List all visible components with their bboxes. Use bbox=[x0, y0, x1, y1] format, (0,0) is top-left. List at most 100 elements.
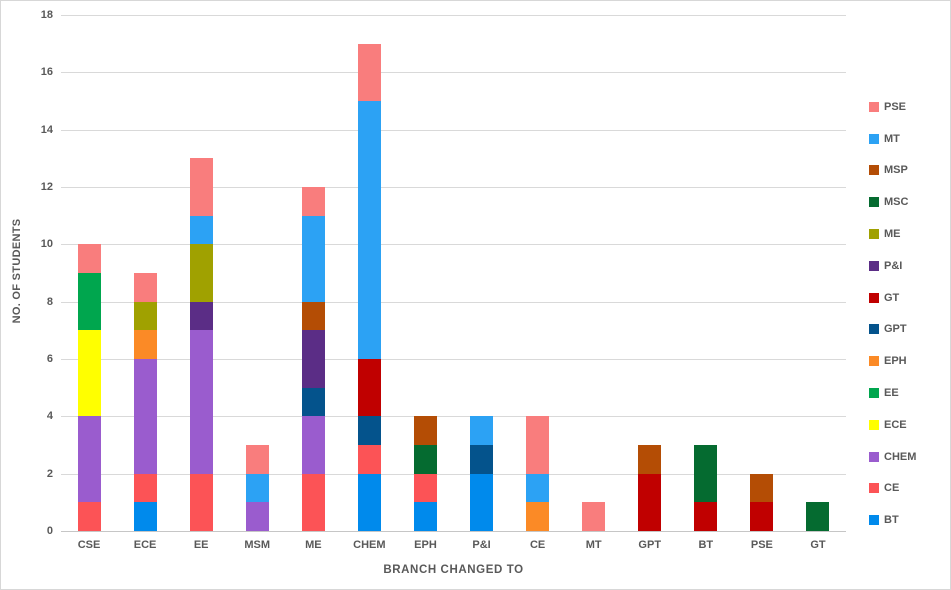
legend-item-MSP: MSP bbox=[869, 162, 908, 177]
gridline bbox=[61, 416, 846, 418]
bar-segment-MSM-PSE bbox=[245, 445, 269, 474]
legend-item-GT: GT bbox=[869, 289, 900, 304]
legend-swatch-icon bbox=[869, 133, 879, 144]
x-axis-line bbox=[61, 531, 846, 532]
x-category-label-EE: EE bbox=[193, 539, 209, 551]
y-tick-label: 16 bbox=[40, 66, 53, 79]
bar-segment-EE-CE bbox=[189, 473, 213, 531]
gridline bbox=[61, 129, 846, 131]
bar-segment-CHEM-MT bbox=[357, 101, 381, 359]
bar-segment-ECE-ME bbox=[133, 301, 157, 331]
bar-segment-EE-MT bbox=[189, 215, 213, 245]
legend-label: ECE bbox=[884, 418, 907, 431]
bar-segment-PSE-GT bbox=[750, 502, 774, 531]
legend-swatch-icon bbox=[869, 228, 879, 239]
y-tick-label: 10 bbox=[40, 238, 53, 251]
bar-segment-EPH-MSP bbox=[413, 416, 437, 445]
bar-segment-EE-PSE bbox=[189, 158, 213, 216]
x-category-label-GPT: GPT bbox=[638, 539, 662, 551]
bar-segment-CSE-CE bbox=[77, 502, 101, 531]
bar-segment-ECE-BT bbox=[133, 502, 157, 531]
legend-label: GPT bbox=[884, 323, 907, 336]
legend-item-CE: CE bbox=[869, 480, 900, 495]
bar-segment-MSM-MT bbox=[245, 473, 269, 503]
gridline bbox=[61, 15, 846, 16]
bar-segment-CSE-EE bbox=[77, 273, 101, 331]
bar-segment-CSE-CHEM bbox=[77, 416, 101, 503]
legend-item-MSC: MSC bbox=[869, 193, 909, 209]
bar-segment-BT-GT bbox=[694, 502, 718, 531]
legend-label: MSC bbox=[884, 196, 909, 209]
legend-label: CE bbox=[884, 482, 900, 495]
bar-segment-ME-CHEM bbox=[301, 416, 325, 474]
gridline bbox=[61, 187, 846, 188]
y-tick-label: 12 bbox=[40, 181, 53, 193]
legend-item-EE: EE bbox=[869, 384, 899, 399]
x-category-label-EPH: EPH bbox=[414, 539, 437, 551]
bar-segment-ME-CE bbox=[301, 473, 325, 531]
x-category-label-P&I: P&I bbox=[472, 539, 491, 551]
bar-segment-CSE-ECE bbox=[77, 330, 101, 417]
x-category-label-GT: GT bbox=[810, 539, 826, 551]
x-category-label-ME: ME bbox=[305, 539, 322, 551]
y-tick-label: 4 bbox=[46, 410, 53, 423]
legend-label: CHEM bbox=[884, 450, 917, 463]
bar-segment-CE-EPH bbox=[526, 502, 550, 531]
legend-swatch-icon bbox=[869, 324, 879, 335]
legend-item-ME: ME bbox=[869, 225, 901, 240]
bar-segment-GPT-MSP bbox=[638, 445, 662, 474]
bar-segment-EE-CHEM bbox=[189, 330, 213, 474]
bar-segment-P&I-GPT bbox=[470, 445, 494, 474]
y-tick-label: 18 bbox=[40, 9, 53, 21]
y-axis-title: NO. OF STUDENTS bbox=[11, 218, 23, 324]
bar-segment-CE-PSE bbox=[526, 416, 550, 474]
y-tick-label: 0 bbox=[46, 525, 53, 537]
bar-segment-EPH-CE bbox=[413, 473, 437, 503]
bar-segment-CHEM-PSE bbox=[357, 43, 381, 101]
legend-label: EE bbox=[884, 386, 899, 399]
bar-segment-MSM-CHEM bbox=[245, 502, 269, 531]
bar-segment-ME-P&I bbox=[301, 330, 325, 388]
bar-segment-ME-MSP bbox=[301, 301, 325, 331]
legend-item-BT: BT bbox=[869, 511, 899, 527]
bar-segment-CHEM-GT bbox=[357, 359, 381, 417]
legend-swatch-icon bbox=[869, 165, 879, 176]
x-category-label-ECE: ECE bbox=[133, 539, 157, 551]
legend-label: BT bbox=[884, 514, 899, 527]
bar-segment-CHEM-GPT bbox=[357, 416, 381, 445]
bar-segment-EPH-MSC bbox=[413, 445, 437, 474]
legend-label: MT bbox=[884, 132, 900, 145]
x-category-label-CHEM: CHEM bbox=[353, 539, 386, 551]
y-tick-label: 14 bbox=[40, 123, 53, 136]
y-tick-label: 2 bbox=[46, 467, 53, 480]
legend-item-P&I: P&I bbox=[869, 257, 903, 272]
gridline bbox=[61, 301, 846, 303]
legend-item-EPH: EPH bbox=[869, 352, 907, 368]
legend-swatch-icon bbox=[869, 292, 879, 303]
x-category-label-MT: MT bbox=[585, 539, 602, 551]
legend-swatch-icon bbox=[869, 197, 879, 208]
legend-swatch-icon bbox=[869, 515, 879, 526]
legend-label: P&I bbox=[884, 259, 903, 272]
legend-label: EPH bbox=[884, 355, 907, 368]
bar-segment-EPH-BT bbox=[413, 502, 437, 531]
legend-label: GT bbox=[884, 291, 900, 304]
y-tick-label: 6 bbox=[46, 353, 53, 365]
bar-segment-ME-MT bbox=[301, 215, 325, 302]
legend-swatch-icon bbox=[869, 387, 879, 398]
legend-swatch-icon bbox=[869, 419, 879, 430]
bar-segment-ECE-PSE bbox=[133, 273, 157, 302]
bar-segment-P&I-MT bbox=[470, 416, 494, 445]
legend-item-GPT: GPT bbox=[869, 321, 907, 336]
bar-segment-CHEM-CE bbox=[357, 445, 381, 474]
gridline bbox=[61, 359, 846, 360]
bar-segment-GT-MSC bbox=[806, 502, 830, 531]
gridline bbox=[61, 72, 846, 74]
legend-label: MSP bbox=[884, 164, 908, 177]
bar-segment-BT-MSC bbox=[694, 445, 718, 503]
bar-segment-PSE-MSP bbox=[750, 473, 774, 503]
bar-segment-ECE-CE bbox=[133, 473, 157, 503]
legend-item-MT: MT bbox=[869, 130, 900, 145]
x-category-label-CSE: CSE bbox=[77, 539, 101, 551]
bar-segment-GPT-GT bbox=[638, 473, 662, 531]
